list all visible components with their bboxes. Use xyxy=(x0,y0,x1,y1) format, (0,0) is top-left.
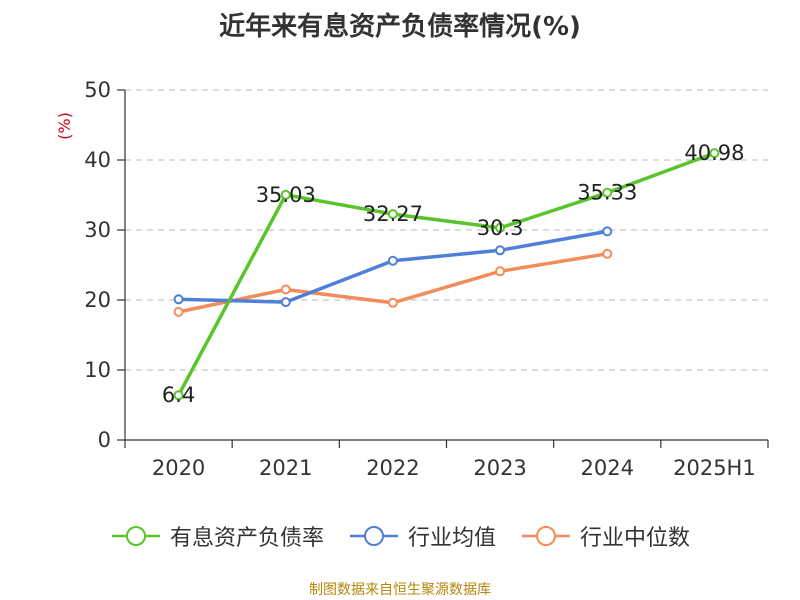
series-line xyxy=(176,151,717,397)
legend-item-industry-median[interactable]: 行业中位数 xyxy=(520,520,690,552)
x-tick-label: 2025H1 xyxy=(673,456,756,480)
x-tick-label: 2022 xyxy=(366,456,419,480)
data-label: 30.3 xyxy=(477,216,524,240)
data-point xyxy=(602,187,613,198)
data-point xyxy=(495,245,506,256)
y-tick-label: 40 xyxy=(84,148,111,172)
chart-title: 近年来有息资产负债率情况(%) xyxy=(219,12,581,42)
data-point xyxy=(387,297,398,308)
data-point xyxy=(602,226,613,237)
y-tick-label: 30 xyxy=(84,218,111,242)
y-tick-label: 20 xyxy=(84,288,111,312)
y-axis-label: (%) xyxy=(55,112,74,140)
y-tick-label: 0 xyxy=(98,428,111,452)
y-tick-label: 50 xyxy=(84,78,111,102)
y-tick-label: 10 xyxy=(84,358,111,382)
x-tick-label: 2023 xyxy=(473,456,526,480)
data-point xyxy=(173,306,184,317)
data-point xyxy=(495,266,506,277)
data-label: 35.03 xyxy=(256,183,316,207)
data-point xyxy=(387,255,398,266)
data-point xyxy=(280,297,291,308)
data-label: 6.4 xyxy=(162,383,195,407)
series-line xyxy=(176,229,609,304)
legend-item-interest-bearing-debt-ratio[interactable]: 有息资产负债率 xyxy=(110,520,324,552)
data-point xyxy=(602,248,613,259)
data-label: 40.98 xyxy=(684,141,744,165)
data-point xyxy=(173,294,184,305)
legend-label: 行业均值 xyxy=(407,526,496,551)
data-point xyxy=(173,390,184,401)
legend-marker-orange-icon xyxy=(522,526,570,546)
legend-item-industry-average[interactable]: 行业均值 xyxy=(348,520,496,552)
legend-marker-blue-icon xyxy=(349,526,398,546)
x-tick-label: 2021 xyxy=(259,456,312,480)
legend-label: 行业中位数 xyxy=(580,526,691,551)
x-tick-label: 2024 xyxy=(581,456,634,480)
legend-marker-green-icon xyxy=(111,526,160,546)
legend: 有息资产负债率 行业均值 行业中位数 xyxy=(0,520,800,552)
source-note: 制图数据来自恒生聚源数据库 xyxy=(309,582,491,598)
data-point xyxy=(280,189,291,200)
x-tick-label: 2020 xyxy=(152,456,205,480)
data-label: 35.33 xyxy=(577,181,637,205)
data-point xyxy=(387,209,398,220)
data-point xyxy=(495,222,506,233)
data-point xyxy=(709,148,720,159)
data-label: 32.27 xyxy=(363,202,423,226)
legend-label: 有息资产负债率 xyxy=(169,526,324,551)
data-point xyxy=(280,284,291,295)
